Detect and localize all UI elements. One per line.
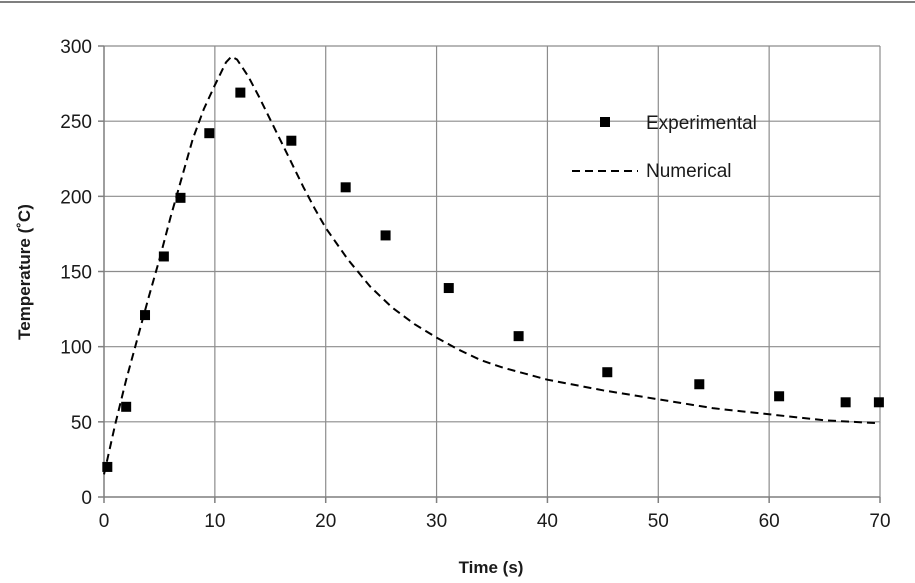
data-point-experimental bbox=[380, 230, 391, 241]
x-tick-label-70: 70 bbox=[869, 511, 890, 532]
data-point-experimental bbox=[204, 128, 215, 139]
legend-marker-experimental bbox=[600, 117, 610, 127]
x-tick-label-0: 0 bbox=[99, 511, 110, 532]
data-point-experimental bbox=[774, 391, 785, 402]
data-point-experimental bbox=[286, 135, 297, 146]
legend: Experimental Numerical bbox=[572, 113, 757, 182]
y-tick-label-50: 50 bbox=[71, 413, 92, 434]
data-point-experimental bbox=[175, 192, 186, 203]
x-tick-label-50: 50 bbox=[648, 511, 669, 532]
x-tick-label-40: 40 bbox=[537, 511, 558, 532]
y-tick-label-150: 150 bbox=[60, 263, 92, 284]
y-tick-label-250: 250 bbox=[60, 112, 92, 133]
data-point-experimental bbox=[121, 401, 132, 412]
data-point-experimental bbox=[443, 283, 454, 294]
series bbox=[102, 55, 884, 475]
x-tick-label-10: 10 bbox=[204, 511, 225, 532]
data-point-experimental bbox=[602, 367, 613, 378]
data-point-experimental bbox=[873, 397, 884, 408]
y-tick-label-300: 300 bbox=[60, 37, 92, 58]
series-line-numerical bbox=[103, 55, 881, 475]
x-tick-label-30: 30 bbox=[426, 511, 447, 532]
gridlines bbox=[104, 45, 881, 497]
y-tick-label-100: 100 bbox=[60, 338, 92, 359]
axes bbox=[98, 45, 881, 503]
x-tick-label-20: 20 bbox=[315, 511, 336, 532]
data-point-experimental bbox=[340, 182, 351, 193]
y-tick-label-200: 200 bbox=[60, 187, 92, 208]
y-tick-label-0: 0 bbox=[81, 488, 92, 509]
data-point-experimental bbox=[102, 461, 113, 472]
x-axis-title: Time (s) bbox=[459, 558, 524, 577]
data-point-experimental bbox=[840, 397, 851, 408]
data-point-experimental bbox=[694, 379, 705, 390]
data-point-experimental bbox=[513, 331, 524, 342]
data-point-experimental bbox=[140, 310, 151, 321]
legend-label-experimental: Experimental bbox=[646, 113, 757, 134]
legend-label-numerical: Numerical bbox=[646, 161, 732, 182]
x-tick-label-60: 60 bbox=[759, 511, 780, 532]
y-axis-title: Temperature (˚C) bbox=[15, 204, 34, 340]
tick-labels: 0 50 100 150 200 250 300 0 10 20 30 40 50 60 70 bbox=[60, 37, 890, 532]
data-point-experimental bbox=[158, 251, 169, 262]
data-point-experimental bbox=[235, 87, 246, 98]
